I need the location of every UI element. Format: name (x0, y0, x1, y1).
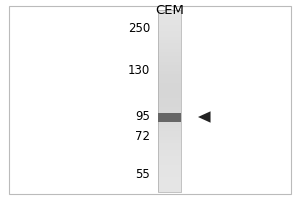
Bar (158, 34, 181, 37)
Text: 95: 95 (135, 110, 150, 122)
Bar (158, 104, 181, 107)
Bar (158, 16, 181, 19)
Bar (158, 158, 181, 162)
Bar (158, 143, 181, 146)
Bar (158, 164, 181, 168)
Bar (158, 161, 181, 165)
Polygon shape (198, 111, 211, 123)
Bar (158, 134, 181, 137)
Bar (158, 37, 181, 40)
Bar (158, 31, 181, 34)
Bar (158, 189, 181, 192)
Bar (158, 70, 181, 74)
Bar (158, 107, 181, 110)
Bar (158, 74, 181, 77)
Bar (158, 40, 181, 43)
Bar (158, 140, 181, 143)
Bar (158, 52, 181, 56)
Bar (158, 10, 181, 192)
Bar (158, 128, 181, 131)
Bar (158, 174, 181, 177)
Bar (158, 58, 181, 62)
Bar (158, 146, 181, 150)
Bar (158, 10, 181, 192)
Bar (158, 101, 181, 104)
Bar (158, 43, 181, 46)
Bar (158, 89, 181, 92)
Bar (158, 149, 181, 153)
Bar (158, 171, 181, 174)
Bar (158, 67, 181, 71)
Bar (158, 155, 181, 159)
Bar (158, 64, 181, 68)
Bar (158, 122, 181, 125)
Bar (158, 46, 181, 49)
Bar (158, 86, 181, 89)
Bar (158, 180, 181, 183)
Bar (158, 92, 181, 95)
Bar (158, 95, 181, 98)
Bar (158, 55, 181, 59)
Bar (158, 116, 181, 119)
Text: 55: 55 (135, 168, 150, 180)
Bar (158, 98, 181, 101)
Bar (158, 110, 181, 113)
Bar (158, 13, 181, 16)
Bar (158, 125, 181, 128)
Bar (158, 112, 181, 122)
Bar (158, 61, 181, 65)
Bar (158, 113, 181, 116)
Bar (158, 83, 181, 86)
Text: 72: 72 (135, 130, 150, 144)
Bar (158, 25, 181, 28)
Bar (158, 186, 181, 189)
Bar (158, 152, 181, 156)
Text: CEM: CEM (155, 4, 184, 18)
Bar (158, 80, 181, 83)
Bar (158, 28, 181, 31)
Bar (158, 183, 181, 186)
Text: 250: 250 (128, 22, 150, 36)
Bar (158, 77, 181, 80)
Bar (158, 22, 181, 25)
Bar (158, 19, 181, 22)
Bar (158, 119, 181, 122)
Text: 130: 130 (128, 64, 150, 76)
Bar (158, 168, 181, 171)
Bar (158, 137, 181, 140)
Bar (158, 10, 181, 13)
Bar (158, 131, 181, 134)
Bar (158, 177, 181, 180)
Bar (158, 49, 181, 52)
